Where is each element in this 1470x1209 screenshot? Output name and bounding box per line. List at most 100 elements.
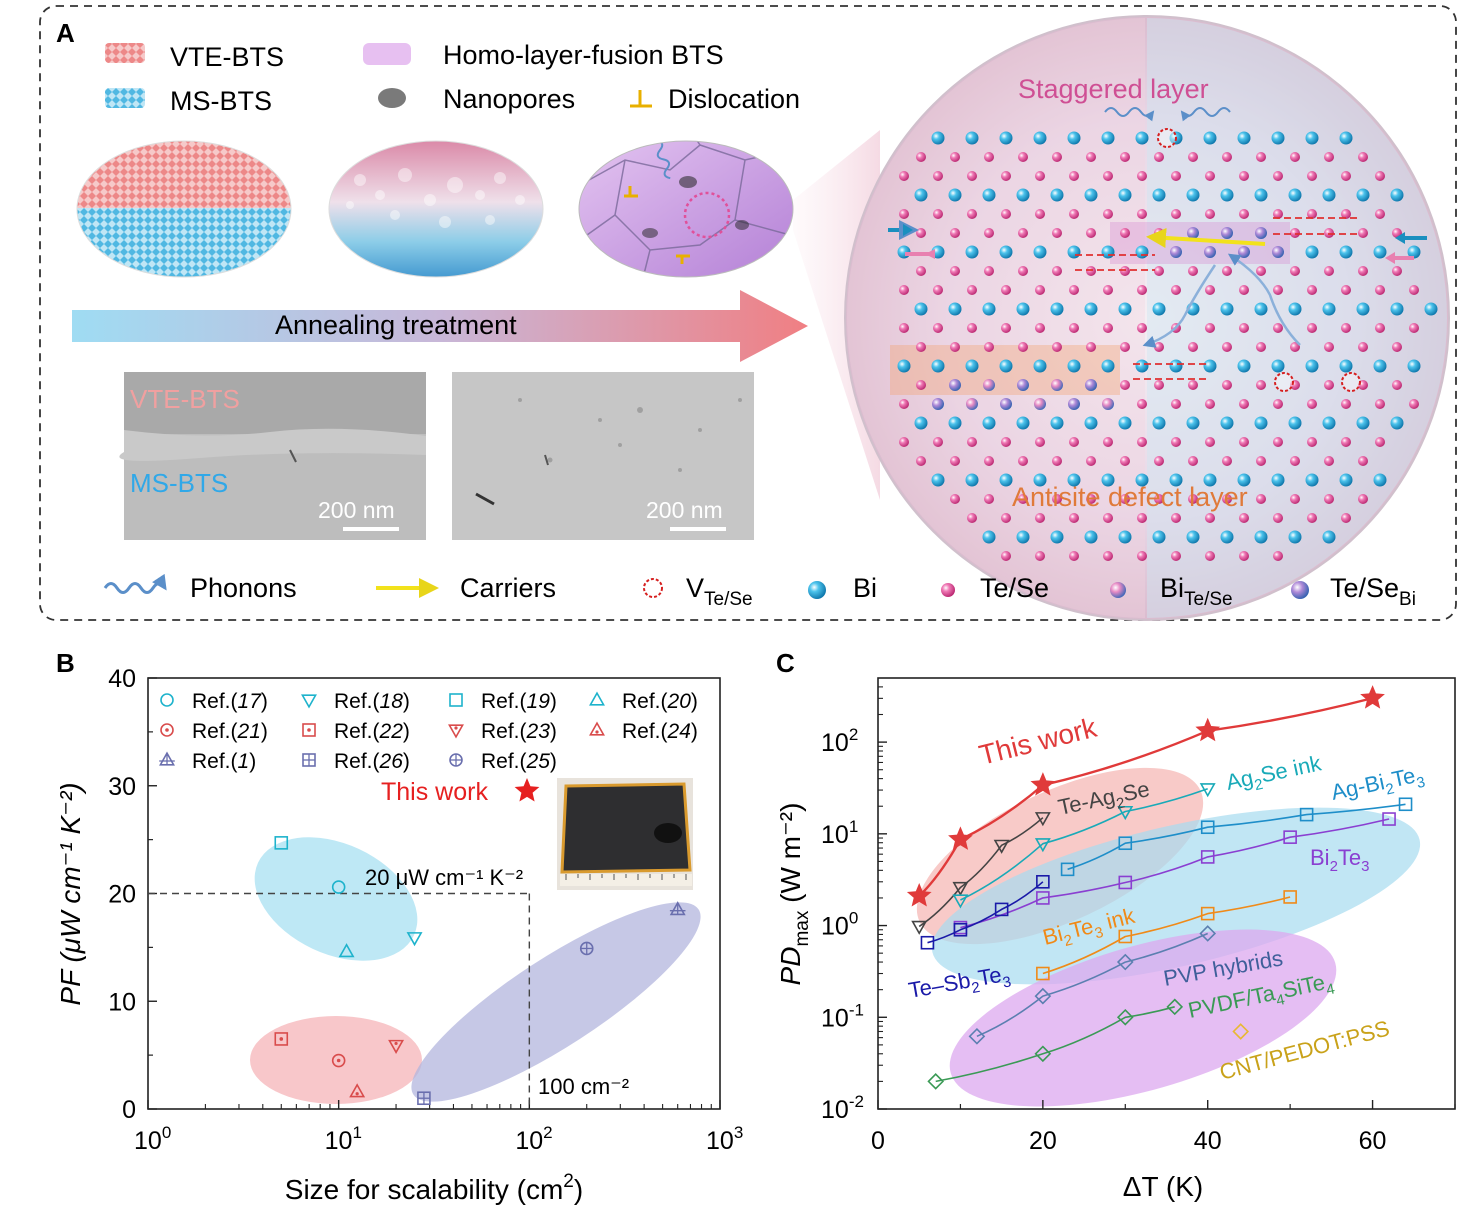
label-text: Te–Sb: [907, 967, 973, 1002]
atom: [1186, 530, 1200, 544]
legend-ref: Ref.: [192, 750, 231, 773]
atom: [1137, 171, 1147, 181]
vte-ms-ellipse: [77, 141, 291, 277]
atom: [1254, 188, 1268, 202]
atom: [899, 171, 909, 181]
series-line: [976, 932, 1209, 1038]
series-line: [960, 788, 1208, 901]
atom: [950, 152, 960, 162]
atom: [1322, 416, 1336, 430]
atom: [1001, 513, 1011, 523]
atom: [1084, 530, 1098, 544]
atom: [1034, 398, 1046, 410]
atom: [1324, 228, 1334, 238]
legend-entry: Ref.(18): [334, 690, 410, 713]
atom: [1086, 342, 1096, 352]
atom: [914, 188, 928, 202]
atom: [1137, 399, 1147, 409]
atom: [931, 473, 945, 487]
x-tick-label: 0: [871, 1127, 885, 1155]
atom: [1220, 530, 1234, 544]
marker-diamond: [968, 1027, 986, 1045]
label-text: Bi: [1310, 845, 1330, 870]
atom: [1288, 416, 1302, 430]
atom: [1307, 513, 1317, 523]
legend-vte: VTE-BTS: [170, 42, 284, 72]
atom: [1375, 323, 1385, 333]
marker-dot: [336, 1058, 341, 1063]
atom: [950, 494, 960, 504]
y-axis-title: PF (μW cm⁻¹ K⁻²): [55, 782, 86, 1005]
atom: [999, 245, 1013, 259]
x-tick-label: 100: [134, 1123, 171, 1155]
y-tick-label: 10-2: [821, 1092, 864, 1124]
atom: [1069, 513, 1079, 523]
atom: [967, 323, 977, 333]
legend-paren: ): [249, 750, 256, 773]
sem-image-left: VTE-BTS MS-BTS 200 nm: [119, 372, 427, 540]
atom: [1069, 171, 1079, 181]
atom: [1137, 285, 1147, 295]
legend-tese: Te/Se: [980, 573, 1049, 603]
atom: [965, 473, 979, 487]
atom: [1324, 152, 1334, 162]
y-tick-base: 10: [821, 729, 849, 757]
marker-dot: [454, 726, 458, 730]
atom: [1016, 530, 1030, 544]
atom: [1084, 188, 1098, 202]
marker-triangle: [589, 691, 605, 706]
atom: [1016, 302, 1030, 316]
atom: [1068, 398, 1080, 410]
atom: [950, 342, 960, 352]
atom: [1205, 513, 1215, 523]
series-line: [935, 1006, 1175, 1083]
atom: [984, 342, 994, 352]
legend-paren: ): [691, 690, 698, 713]
marker-triangle: [1199, 783, 1216, 798]
atom: [1203, 359, 1217, 373]
marker-square: [274, 1032, 289, 1046]
atom: [1017, 379, 1029, 391]
atom: [1086, 152, 1096, 162]
atom: [1018, 456, 1028, 466]
marker-triangle: [669, 901, 686, 916]
atom: [999, 359, 1013, 373]
y-tick-base: 10: [821, 1096, 849, 1124]
vacancy: [1157, 128, 1177, 148]
legend-entry: Ref.(25): [481, 750, 557, 773]
atom: [1171, 513, 1181, 523]
atom: [1169, 359, 1183, 373]
atom: [897, 359, 911, 373]
label-text: This work: [976, 712, 1101, 771]
atom: [1169, 473, 1183, 487]
legend-ref: Ref.: [334, 750, 373, 773]
tese-atom-icon: [941, 583, 955, 597]
y-tick-base: 10: [821, 1004, 849, 1032]
atom: [933, 171, 943, 181]
atom: [1050, 530, 1064, 544]
label-this-work: This work: [976, 712, 1101, 771]
panel-c-label: C: [776, 648, 795, 678]
atom: [1324, 266, 1334, 276]
atom: [1324, 342, 1334, 352]
atom: [1290, 228, 1300, 238]
legend-paren: (: [373, 690, 380, 713]
phonon-icon: [103, 573, 167, 594]
atom: [1102, 398, 1114, 410]
label-sub: 3: [1415, 774, 1427, 792]
atom: [1339, 473, 1353, 487]
marker-diamond: [1232, 1023, 1250, 1040]
marker-diamond: [1199, 925, 1217, 942]
atom: [1203, 473, 1217, 487]
legend-entry: Ref.(17): [192, 690, 268, 713]
atom: [1290, 152, 1300, 162]
scale-bar-label-left: 200 nm: [318, 497, 395, 523]
atom: [1154, 494, 1164, 504]
atom: [1358, 494, 1368, 504]
atom: [1035, 285, 1045, 295]
atom: [1120, 342, 1130, 352]
atom: [1101, 131, 1115, 145]
marker-square: [302, 723, 316, 737]
atom: [1239, 323, 1249, 333]
